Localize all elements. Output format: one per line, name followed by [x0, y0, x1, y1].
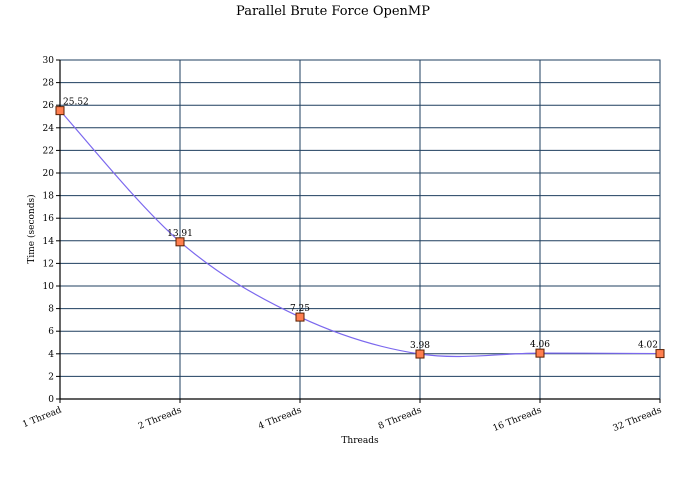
axes	[59, 59, 661, 400]
y-tick-label: 28	[43, 79, 55, 89]
grid	[59, 59, 661, 400]
data-labels: 25.52 13.91 7.25 3.98 4.06 4.02	[63, 98, 658, 351]
x-tick-label: 16 Threads	[492, 405, 544, 434]
y-tick-label: 30	[43, 56, 55, 66]
data-point-marker	[175, 237, 185, 247]
series-line	[59, 110, 661, 358]
x-axis-label: Threads	[341, 436, 379, 446]
data-point-marker	[655, 349, 665, 359]
plot-area-border	[59, 59, 661, 400]
data-label: 25.52	[63, 98, 89, 108]
y-tick-label: 26	[43, 101, 55, 111]
y-tick-label: 2	[48, 372, 54, 382]
series	[59, 110, 661, 358]
y-tick-label: 12	[43, 259, 54, 269]
data-label: 13.91	[167, 229, 193, 239]
y-tick-label: 14	[43, 237, 55, 247]
x-axis-ticks: 1 Thread 2 Threads 4 Threads 8 Threads 16 Th…	[21, 399, 663, 434]
y-tick-label: 8	[48, 305, 54, 315]
x-tick-label: 8 Threads	[377, 405, 424, 432]
y-tick-label: 16	[43, 214, 55, 224]
x-tick-label: 2 Threads	[137, 405, 184, 432]
data-point-marker	[535, 348, 545, 358]
y-tick-label: 22	[43, 146, 54, 156]
y-axis-label: Time (seconds)	[26, 194, 37, 263]
x-tick-label: 32 Threads	[612, 405, 664, 434]
data-label: 3.98	[410, 341, 430, 351]
x-tick-label: 1 Thread	[21, 405, 63, 430]
y-tick-label: 18	[43, 192, 55, 202]
y-tick-label: 6	[48, 327, 54, 337]
data-label: 4.06	[530, 340, 550, 350]
y-tick-label: 10	[43, 282, 55, 292]
chart-title: Parallel Brute Force OpenMP	[236, 4, 430, 19]
data-point-marker	[295, 312, 305, 322]
data-point-marker	[55, 106, 65, 116]
data-label: 4.02	[638, 341, 658, 351]
data-label: 7.25	[290, 304, 310, 314]
markers	[55, 106, 665, 359]
y-tick-label: 20	[43, 169, 55, 179]
y-tick-label: 0	[48, 395, 54, 405]
data-point-marker	[415, 349, 425, 359]
x-tick-label: 4 Threads	[257, 405, 304, 432]
y-tick-label: 24	[43, 124, 55, 134]
y-tick-label: 4	[48, 350, 54, 360]
